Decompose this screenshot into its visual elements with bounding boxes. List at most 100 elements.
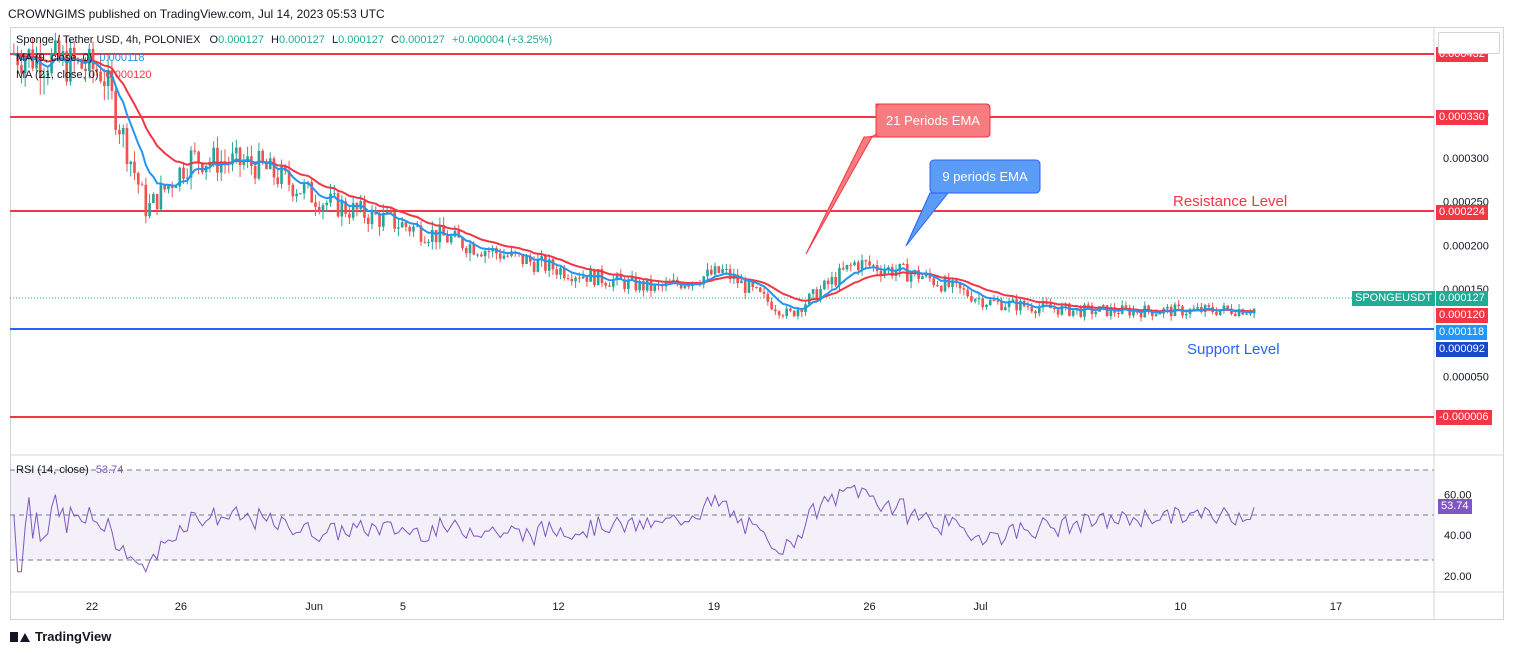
candle[interactable]	[638, 281, 641, 291]
candle[interactable]	[578, 277, 581, 279]
candle[interactable]	[121, 128, 125, 135]
candle[interactable]	[785, 308, 788, 317]
candle[interactable]	[321, 205, 325, 212]
candle[interactable]	[95, 68, 99, 72]
candle[interactable]	[446, 235, 449, 243]
candle[interactable]	[20, 65, 23, 74]
candle[interactable]	[363, 201, 366, 218]
candle[interactable]	[547, 259, 551, 271]
candle[interactable]	[38, 55, 42, 78]
candle[interactable]	[159, 184, 163, 210]
candle[interactable]	[427, 241, 430, 243]
candle[interactable]	[133, 161, 136, 174]
candle[interactable]	[898, 263, 902, 272]
candle[interactable]	[1086, 304, 1090, 306]
candle[interactable]	[415, 225, 419, 227]
candle[interactable]	[611, 279, 615, 287]
candle[interactable]	[378, 214, 381, 227]
candle[interactable]	[555, 269, 559, 275]
legend-rsi-row[interactable]: RSI (14, close) 53.74	[16, 464, 123, 476]
candle[interactable]	[302, 184, 306, 194]
symbol-title[interactable]: Sponge / Tether USD, 4h, POLONIEX	[16, 34, 201, 46]
candle[interactable]	[1230, 308, 1233, 314]
candle[interactable]	[287, 170, 291, 185]
candle[interactable]	[1151, 311, 1154, 317]
candle[interactable]	[883, 270, 887, 276]
candle[interactable]	[1094, 311, 1098, 315]
candle[interactable]	[103, 81, 106, 87]
candle[interactable]	[856, 262, 860, 271]
candle[interactable]	[713, 266, 717, 275]
candle[interactable]	[1037, 307, 1041, 314]
candle[interactable]	[860, 260, 864, 271]
candle[interactable]	[35, 55, 38, 69]
candle[interactable]	[1102, 305, 1105, 307]
candle[interactable]	[506, 255, 510, 257]
candle[interactable]	[84, 68, 87, 72]
candle[interactable]	[811, 289, 815, 294]
candle[interactable]	[185, 177, 189, 179]
candle[interactable]	[755, 286, 758, 288]
candle[interactable]	[777, 311, 781, 316]
candle[interactable]	[57, 40, 61, 61]
candle[interactable]	[480, 254, 483, 257]
candle[interactable]	[544, 256, 547, 271]
candle[interactable]	[709, 269, 713, 275]
candle[interactable]	[1132, 310, 1135, 316]
candle[interactable]	[725, 268, 728, 270]
candle[interactable]	[985, 304, 988, 308]
candle[interactable]	[529, 256, 532, 262]
candle[interactable]	[140, 184, 144, 186]
candle[interactable]	[977, 298, 981, 300]
candle[interactable]	[559, 268, 562, 275]
candle[interactable]	[253, 166, 257, 179]
candle[interactable]	[1019, 300, 1022, 311]
candle[interactable]	[1166, 306, 1169, 309]
candle[interactable]	[642, 281, 645, 291]
candle[interactable]	[758, 287, 762, 292]
candle[interactable]	[408, 226, 412, 232]
candle[interactable]	[532, 261, 536, 272]
candle[interactable]	[325, 202, 329, 206]
candle[interactable]	[314, 202, 317, 207]
candle[interactable]	[653, 284, 657, 291]
candle[interactable]	[268, 158, 272, 170]
candle[interactable]	[838, 268, 841, 286]
candle[interactable]	[178, 167, 182, 187]
candle[interactable]	[562, 268, 566, 279]
candle[interactable]	[679, 283, 683, 289]
candle[interactable]	[1015, 299, 1018, 311]
candle[interactable]	[770, 301, 773, 310]
candle[interactable]	[1034, 311, 1037, 314]
candle[interactable]	[54, 40, 57, 54]
candle[interactable]	[962, 288, 966, 290]
candle[interactable]	[1249, 313, 1252, 315]
candle[interactable]	[472, 244, 476, 255]
candle[interactable]	[536, 259, 540, 272]
candle[interactable]	[992, 300, 996, 302]
ema21-callout[interactable]: 21 Periods EMA	[805, 103, 991, 255]
candle[interactable]	[476, 254, 479, 256]
candle[interactable]	[332, 193, 336, 195]
candle[interactable]	[823, 280, 826, 290]
candle[interactable]	[276, 177, 280, 185]
candle[interactable]	[521, 253, 525, 264]
candle[interactable]	[774, 309, 777, 312]
candle[interactable]	[721, 269, 724, 273]
candle[interactable]	[397, 227, 400, 229]
candle[interactable]	[970, 296, 973, 302]
candle[interactable]	[317, 206, 321, 212]
candle[interactable]	[65, 51, 68, 82]
candle[interactable]	[890, 267, 894, 276]
candle[interactable]	[295, 193, 298, 197]
candle[interactable]	[72, 47, 76, 61]
candle[interactable]	[1083, 304, 1086, 317]
candle[interactable]	[766, 293, 770, 302]
candle[interactable]	[796, 309, 800, 317]
candle[interactable]	[604, 283, 608, 286]
candle[interactable]	[574, 277, 577, 282]
candle[interactable]	[423, 241, 427, 243]
candle[interactable]	[1011, 299, 1015, 301]
candle[interactable]	[1207, 305, 1211, 307]
